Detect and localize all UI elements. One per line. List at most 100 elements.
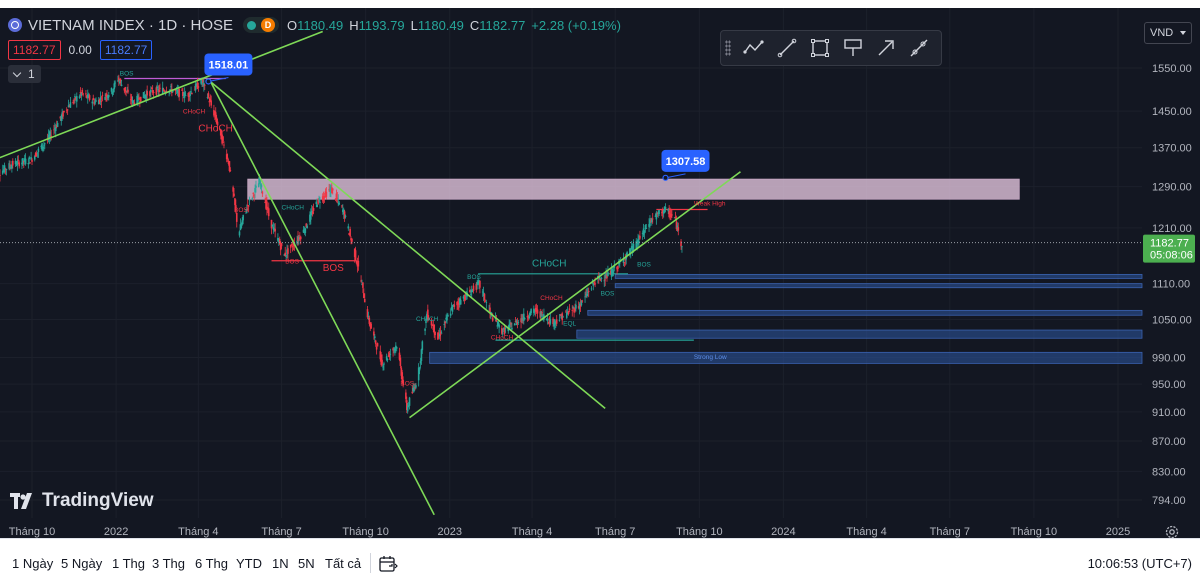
candle-up[interactable] (344, 215, 347, 217)
candle-up[interactable] (43, 144, 45, 146)
candle-down[interactable] (93, 101, 95, 105)
candle-down[interactable] (278, 238, 281, 245)
candle-up[interactable] (452, 304, 455, 306)
candle-down[interactable] (280, 243, 283, 247)
candle-down[interactable] (165, 90, 168, 93)
candle-up[interactable] (260, 184, 263, 188)
candle-down[interactable] (593, 282, 595, 284)
candle-up[interactable] (54, 127, 57, 132)
candle-down[interactable] (472, 285, 475, 291)
candle-down[interactable] (130, 96, 133, 102)
candle-up[interactable] (254, 188, 256, 193)
candle-down[interactable] (152, 92, 155, 94)
candle-up[interactable] (177, 89, 180, 94)
candle-down[interactable] (65, 109, 68, 111)
candle-down[interactable] (291, 246, 294, 248)
candle-down[interactable] (366, 309, 369, 318)
candle-down[interactable] (363, 293, 365, 298)
candle-down[interactable] (322, 196, 325, 199)
candle-up[interactable] (607, 271, 609, 277)
candle-up[interactable] (533, 310, 536, 312)
candle-up[interactable] (277, 237, 279, 241)
candle-down[interactable] (178, 88, 180, 97)
candle-up[interactable] (255, 185, 257, 188)
range-1y[interactable]: 1N (272, 556, 289, 571)
candle-up[interactable] (309, 214, 311, 222)
range-1m[interactable]: 1 Thg (112, 556, 146, 571)
candle-down[interactable] (670, 213, 672, 218)
candle-up[interactable] (156, 86, 159, 89)
candle-up[interactable] (303, 231, 306, 234)
candle-up[interactable] (478, 280, 480, 284)
candle-down[interactable] (651, 218, 654, 220)
candle-down[interactable] (0, 175, 1, 176)
candle-down[interactable] (252, 192, 255, 194)
candle-up[interactable] (655, 212, 658, 220)
candle-down[interactable] (158, 90, 160, 93)
candle-up[interactable] (201, 82, 203, 83)
candle-up[interactable] (611, 268, 614, 276)
candle-down[interactable] (235, 205, 237, 212)
candle-down[interactable] (547, 322, 550, 324)
candle-up[interactable] (99, 97, 102, 100)
candle-down[interactable] (226, 157, 229, 159)
candle-up[interactable] (107, 95, 110, 98)
candle-down[interactable] (216, 121, 219, 126)
candle-down[interactable] (387, 355, 390, 357)
candle-down[interactable] (489, 307, 491, 313)
candle-up[interactable] (600, 277, 603, 279)
candle-up[interactable] (641, 232, 644, 235)
candle-down[interactable] (475, 283, 478, 290)
candle-down[interactable] (368, 317, 371, 324)
candle-up[interactable] (97, 99, 100, 105)
price-scale[interactable] (1143, 8, 1200, 538)
range-5y[interactable]: 5N (298, 556, 315, 571)
candle-down[interactable] (18, 162, 21, 167)
candle-up[interactable] (513, 323, 516, 326)
candle-down[interactable] (536, 309, 539, 314)
candle-up[interactable] (565, 312, 568, 318)
candle-up[interactable] (61, 112, 63, 119)
candle-down[interactable] (261, 191, 264, 194)
candle-down[interactable] (225, 154, 228, 160)
candle-down[interactable] (50, 135, 52, 138)
candle-up[interactable] (118, 81, 121, 84)
candle-up[interactable] (144, 95, 147, 98)
candle-up[interactable] (16, 160, 19, 166)
candle-up[interactable] (613, 265, 616, 268)
candle-up[interactable] (637, 238, 639, 244)
candle-up[interactable] (517, 321, 520, 323)
candle-up[interactable] (259, 184, 262, 186)
candle-down[interactable] (234, 198, 236, 206)
candle-up[interactable] (394, 348, 396, 352)
candle-up[interactable] (60, 115, 63, 121)
candle-down[interactable] (363, 299, 366, 303)
candle-down[interactable] (341, 205, 343, 207)
candle-down[interactable] (317, 198, 319, 204)
candle-up[interactable] (157, 88, 159, 92)
candle-down[interactable] (671, 214, 673, 216)
candle-down[interactable] (503, 327, 506, 335)
candle-up[interactable] (283, 254, 286, 256)
candle-up[interactable] (190, 91, 192, 93)
candle-up[interactable] (361, 283, 363, 285)
candle-up[interactable] (278, 241, 280, 243)
candle-up[interactable] (367, 316, 370, 318)
candle-down[interactable] (405, 392, 407, 399)
candle-up[interactable] (41, 143, 43, 151)
candle-down[interactable] (9, 165, 11, 167)
demand-zone[interactable] (429, 351, 1143, 364)
candle-down[interactable] (127, 89, 129, 93)
candle-down[interactable] (105, 94, 107, 96)
candle-up[interactable] (413, 387, 415, 392)
candle-up[interactable] (176, 90, 179, 92)
candle-up[interactable] (273, 228, 276, 231)
candle-down[interactable] (232, 187, 234, 192)
market-status[interactable]: D (243, 17, 280, 33)
candle-up[interactable] (546, 318, 549, 321)
candle-up[interactable] (586, 292, 589, 294)
range-1d[interactable]: 1 Ngày (12, 556, 54, 571)
candle-down[interactable] (376, 343, 379, 347)
candle-up[interactable] (540, 311, 542, 317)
candle-up[interactable] (636, 243, 638, 245)
